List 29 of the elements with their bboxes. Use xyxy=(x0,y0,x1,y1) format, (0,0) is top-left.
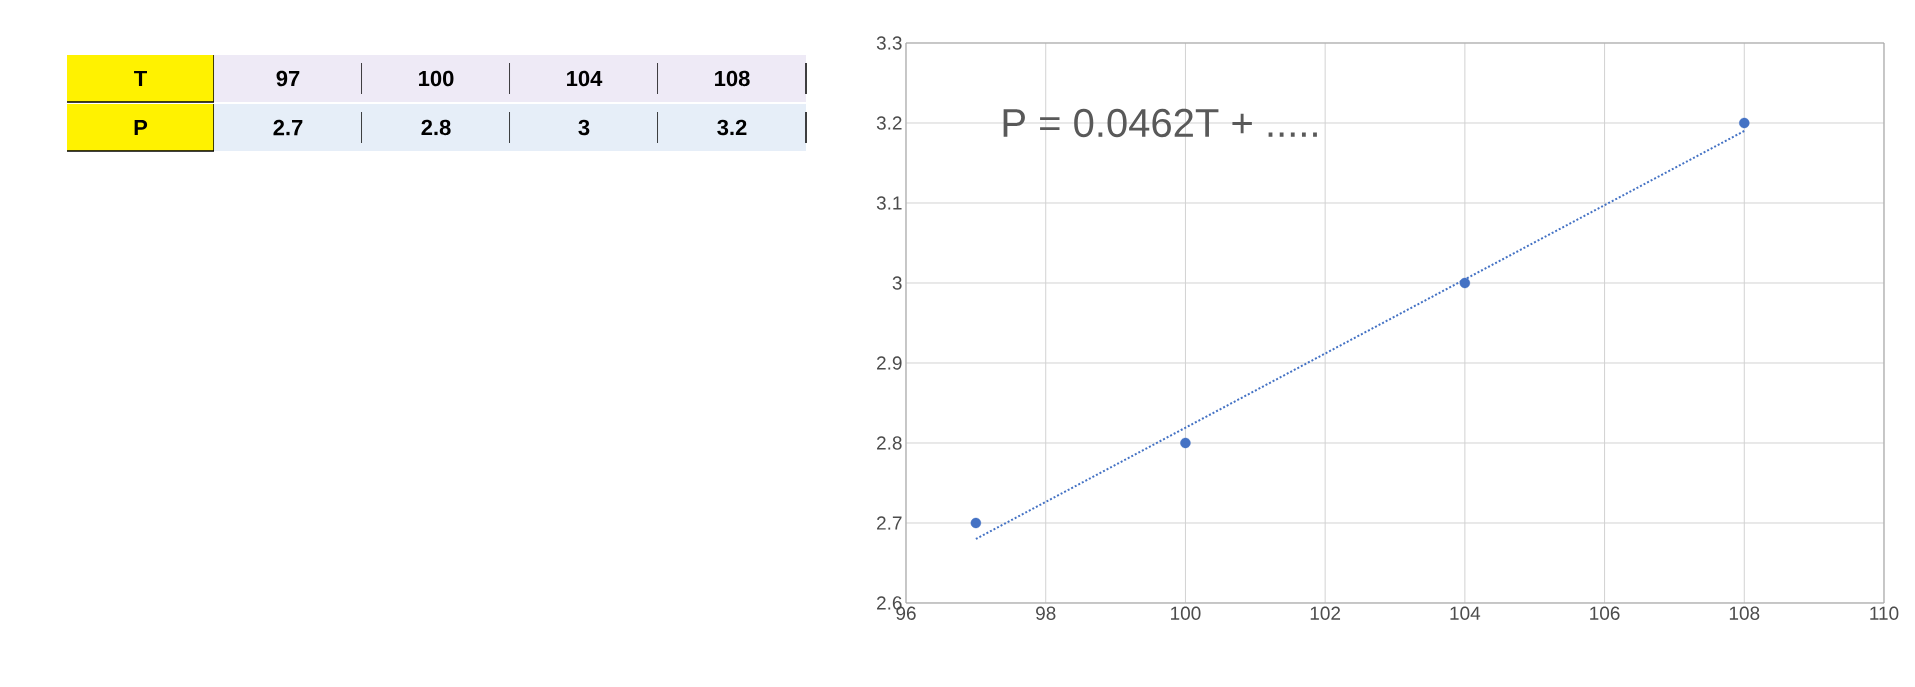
text: 100 xyxy=(419,70,454,87)
y-tick-label: 2.7 xyxy=(877,516,902,530)
x-tick-label: 98 xyxy=(1036,606,1056,620)
point xyxy=(1459,277,1471,289)
x-tick-label: 106 xyxy=(1590,606,1620,620)
y-tick-label: 2.8 xyxy=(877,436,902,450)
text: 97 xyxy=(276,70,300,87)
x-tick-label: 108 xyxy=(1729,606,1760,620)
point xyxy=(1180,437,1191,449)
text: 2.8 xyxy=(421,119,451,136)
text: P xyxy=(134,119,148,136)
y-tick-label: 2.9 xyxy=(877,356,902,370)
text: 2.7 xyxy=(273,119,303,136)
x-tick-label: 100 xyxy=(1171,606,1201,620)
x-tick-label: 102 xyxy=(1310,606,1341,620)
point xyxy=(1739,117,1750,129)
annotation: P = 0.0462T + ..... xyxy=(1003,108,1317,138)
x-tick-label: 104 xyxy=(1450,606,1481,620)
x-tick-label: 110 xyxy=(1870,606,1899,620)
text: 108 xyxy=(715,70,750,87)
point xyxy=(970,517,982,529)
text: 104 xyxy=(567,70,603,87)
text: 3 xyxy=(578,119,590,136)
y-tick-label: 3.3 xyxy=(876,36,902,50)
text: T xyxy=(134,70,147,87)
y-tick-label: 3.1 xyxy=(876,196,902,210)
text: 3.2 xyxy=(717,119,747,136)
y-tick-label: 3.2 xyxy=(876,116,902,130)
y-tick-label: 3 xyxy=(892,276,902,290)
